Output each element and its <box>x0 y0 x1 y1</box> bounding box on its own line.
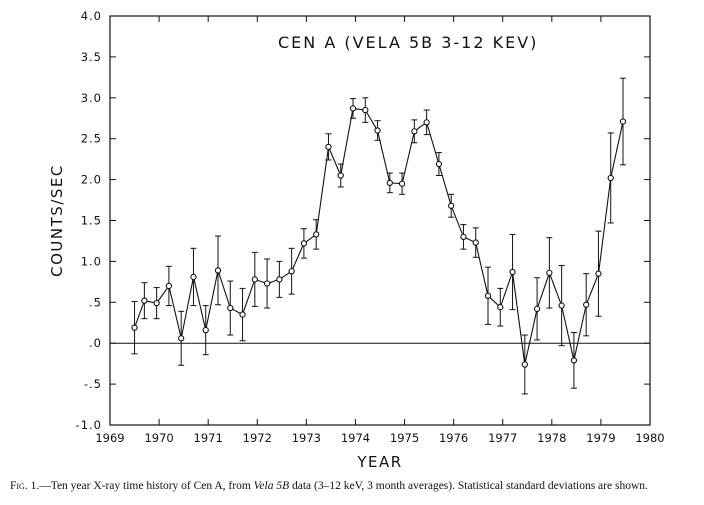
data-point <box>533 305 541 312</box>
data-point <box>497 304 504 311</box>
y-tick-label: .5 <box>89 295 102 309</box>
data-point <box>288 268 295 275</box>
data-point <box>570 357 578 364</box>
y-tick-label: -1.0 <box>76 418 102 432</box>
data-point <box>435 160 443 168</box>
data-point <box>313 231 320 238</box>
y-tick-label: 3.5 <box>81 50 102 64</box>
caption-text-end: data (3–12 keV, 3 month averages). Stati… <box>289 480 648 492</box>
data-point <box>276 276 283 283</box>
y-tick-label: 3.0 <box>81 91 102 105</box>
data-point <box>472 239 479 246</box>
data-point <box>337 172 344 179</box>
data-point <box>619 118 627 125</box>
y-tick-label: -.5 <box>84 377 102 391</box>
data-point <box>349 105 357 112</box>
x-tick-label: 1970 <box>144 431 173 445</box>
x-tick-label: 1973 <box>292 431 321 445</box>
data-point <box>583 301 590 308</box>
y-tick-label: 4.0 <box>81 9 102 23</box>
x-tick-label: 1971 <box>194 431 223 445</box>
x-axis-ticks: 1969 1970 1971 1972 1973 1974 1975 1976 1977 1978… <box>95 16 665 445</box>
data-point <box>153 299 160 307</box>
y-tick-label: .0 <box>89 336 102 350</box>
caption-text-start: —Ten year X-ray time history of Cen A, f… <box>39 480 254 492</box>
x-tick-label: 1979 <box>586 431 615 445</box>
data-point <box>521 361 528 368</box>
chart-title: CEN A (VELA 5B 3-12 KEV) <box>278 33 538 52</box>
y-tick-label: 1.0 <box>81 254 102 268</box>
data-point <box>141 297 148 304</box>
y-tick-label: 2.5 <box>81 132 102 146</box>
data-point <box>325 143 332 151</box>
data-point <box>595 270 602 277</box>
x-tick-label: 1976 <box>439 431 468 445</box>
data-point <box>190 273 197 281</box>
y-tick-label: 2.0 <box>81 173 102 187</box>
data-point <box>374 127 381 134</box>
data-point <box>411 128 418 135</box>
x-axis-label: YEAR <box>356 453 402 471</box>
x-tick-label: 1978 <box>537 431 566 445</box>
data-point <box>300 240 308 247</box>
caption-figure-label: Fig. 1. <box>10 480 40 492</box>
data-point <box>362 106 369 114</box>
data-point <box>448 202 455 209</box>
data-point <box>398 180 406 187</box>
data-point <box>214 267 222 274</box>
data-point <box>509 268 516 276</box>
x-tick-label: 1972 <box>243 431 272 445</box>
data-point <box>386 179 393 187</box>
data-point <box>546 269 553 277</box>
figure-caption: Fig. 1.—Ten year X-ray time history of C… <box>10 480 700 492</box>
x-tick-label: 1975 <box>390 431 419 445</box>
x-tick-label: 1980 <box>635 431 664 445</box>
data-points <box>131 105 627 368</box>
light-curve-chart: 1969 1970 1971 1972 1973 1974 1975 1976 1977 1978… <box>48 9 665 471</box>
caption-instrument: Vela 5B <box>253 480 290 492</box>
data-point <box>165 282 173 290</box>
data-point <box>484 292 492 299</box>
y-tick-label: 1.5 <box>81 214 102 228</box>
data-point <box>263 280 271 287</box>
data-point <box>202 326 209 334</box>
x-tick-label: 1974 <box>341 431 370 445</box>
y-axis-ticks: -1.0 -.5 .0 .5 1.0 1.5 2.0 2.5 3.0 3.5 4.0 <box>76 9 650 432</box>
data-point <box>460 233 467 241</box>
plot-frame <box>109 15 651 426</box>
series-line <box>133 107 624 365</box>
data-point <box>251 276 258 283</box>
error-bars <box>131 77 626 395</box>
data-point <box>178 335 185 342</box>
data-point <box>607 174 614 182</box>
data-point <box>131 324 138 331</box>
x-tick-label: 1977 <box>488 431 517 445</box>
data-point <box>558 302 565 309</box>
data-point <box>423 119 430 126</box>
data-point <box>239 311 246 318</box>
data-point <box>227 304 234 312</box>
x-tick-label: 1969 <box>95 431 124 445</box>
y-axis-label: COUNTS/SEC <box>48 164 66 277</box>
